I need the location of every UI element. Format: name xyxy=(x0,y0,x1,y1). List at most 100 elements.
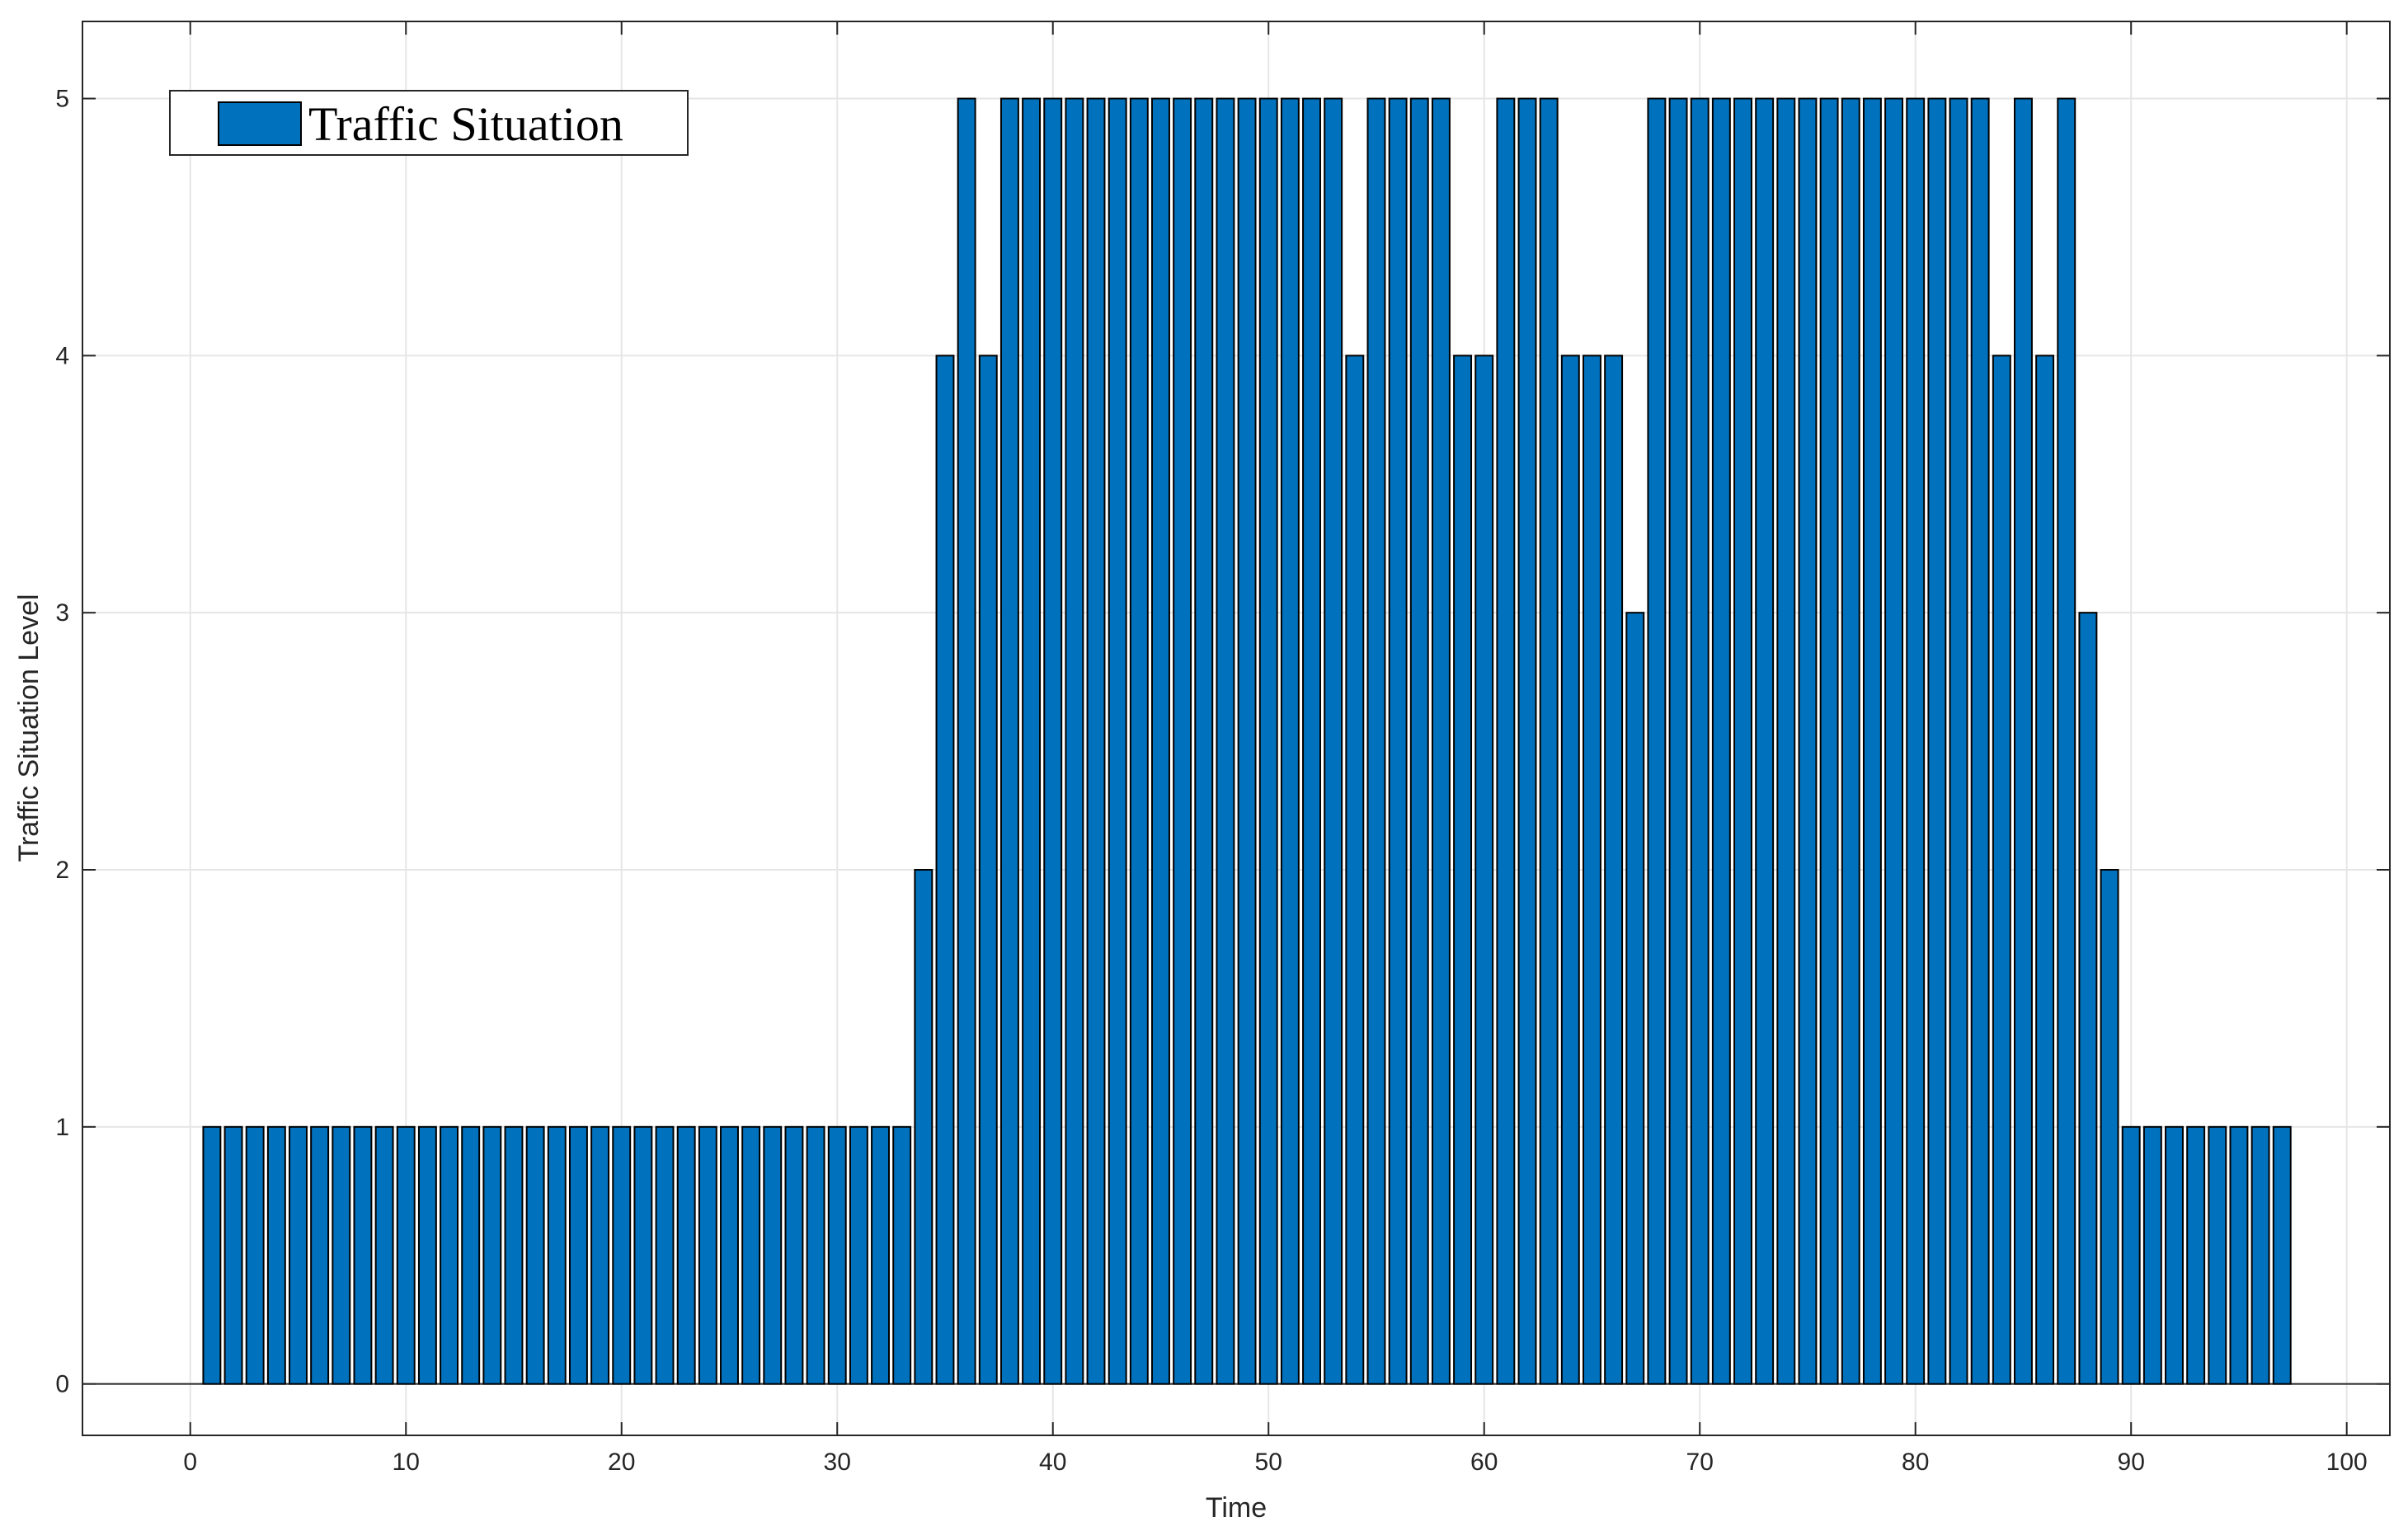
bar xyxy=(914,869,934,1385)
bar xyxy=(849,1125,868,1385)
bar xyxy=(1258,97,1278,1385)
bar xyxy=(590,1125,610,1385)
bar xyxy=(2229,1125,2249,1385)
bar xyxy=(1927,97,1947,1385)
bar xyxy=(1324,97,1343,1385)
bar xyxy=(957,97,976,1385)
bar xyxy=(266,1125,286,1385)
bar xyxy=(504,1125,524,1385)
bar xyxy=(1776,97,1796,1385)
bar xyxy=(223,1125,243,1385)
bar xyxy=(2250,1125,2270,1385)
bar xyxy=(2100,869,2119,1385)
bar xyxy=(1388,97,1408,1385)
bar xyxy=(612,1125,632,1385)
bar xyxy=(676,1125,696,1385)
x-tick-label: 60 xyxy=(1470,1449,1498,1476)
bar xyxy=(1366,97,1386,1385)
bar xyxy=(1690,97,1710,1385)
bar xyxy=(1862,97,1882,1385)
bar xyxy=(525,1125,545,1385)
bar xyxy=(1065,97,1084,1385)
y-tick-label: 1 xyxy=(55,1114,69,1141)
bar xyxy=(978,355,998,1385)
bar xyxy=(2208,1125,2227,1385)
legend-label: Traffic Situation xyxy=(308,97,623,151)
bar xyxy=(1237,97,1257,1385)
bar xyxy=(698,1125,717,1385)
y-tick-label: 0 xyxy=(55,1371,69,1398)
bar xyxy=(1086,97,1106,1385)
bar xyxy=(1604,355,1624,1385)
bar xyxy=(2165,1125,2184,1385)
bar xyxy=(1302,97,1321,1385)
bar xyxy=(784,1125,804,1385)
bar xyxy=(310,1125,330,1385)
bar xyxy=(2035,355,2055,1385)
x-tick-label: 0 xyxy=(183,1449,197,1476)
x-tick-label: 100 xyxy=(2326,1449,2368,1476)
bar xyxy=(1841,97,1860,1385)
bar xyxy=(461,1125,481,1385)
bar xyxy=(1409,97,1429,1385)
x-tick-label: 10 xyxy=(393,1449,420,1476)
x-axis-label: Time xyxy=(1206,1492,1267,1524)
y-axis-label: Traffic Situation Level xyxy=(13,594,45,862)
bar xyxy=(1733,97,1752,1385)
bar xyxy=(2121,1125,2141,1385)
x-tick-label: 50 xyxy=(1255,1449,1282,1476)
bar xyxy=(720,1125,739,1385)
bar xyxy=(1819,97,1839,1385)
bar xyxy=(1345,355,1365,1385)
legend-swatch xyxy=(218,101,302,146)
bar xyxy=(2272,1125,2292,1385)
bar xyxy=(827,1125,847,1385)
bar xyxy=(1043,97,1063,1385)
y-tick-label: 5 xyxy=(55,86,69,113)
y-tick-label: 4 xyxy=(55,342,69,369)
bar xyxy=(245,1125,265,1385)
bar xyxy=(1173,97,1192,1385)
bar xyxy=(741,1125,761,1385)
x-tick-label: 40 xyxy=(1039,1449,1066,1476)
bar xyxy=(1668,97,1688,1385)
bar xyxy=(655,1125,675,1385)
y-tick-label: 3 xyxy=(55,599,69,627)
bar xyxy=(1906,97,1926,1385)
x-tick-label: 70 xyxy=(1686,1449,1714,1476)
bar xyxy=(1583,355,1601,1385)
bar xyxy=(1129,97,1149,1385)
bar xyxy=(353,1125,373,1385)
bar xyxy=(1625,612,1645,1385)
bar xyxy=(1798,97,1818,1385)
legend: Traffic Situation xyxy=(169,90,689,156)
bar xyxy=(2013,97,2033,1385)
bar xyxy=(1216,97,1235,1385)
bar xyxy=(999,97,1019,1385)
bar xyxy=(871,1125,890,1385)
x-tick-label: 80 xyxy=(1902,1449,1929,1476)
bar xyxy=(202,1125,222,1385)
bar xyxy=(1496,97,1516,1385)
bar xyxy=(1108,97,1127,1385)
axis-ticks: 0 10 20 30 40 50 60 70 80 90 100 0 1 2 3 4 5 xyxy=(55,21,2390,1476)
bar xyxy=(1560,355,1580,1385)
bar xyxy=(1194,97,1214,1385)
bar xyxy=(1755,97,1775,1385)
bar xyxy=(935,355,955,1385)
bar xyxy=(547,1125,567,1385)
bar xyxy=(417,1125,437,1385)
bar xyxy=(396,1125,416,1385)
bar xyxy=(1431,97,1451,1385)
bar xyxy=(374,1125,394,1385)
bar xyxy=(1280,97,1300,1385)
bar xyxy=(763,1125,783,1385)
bar xyxy=(2057,97,2076,1385)
bar xyxy=(1539,97,1559,1385)
plot-frame xyxy=(82,21,2391,1436)
bar xyxy=(2186,1125,2206,1385)
bar xyxy=(440,1125,459,1385)
y-tick-label: 2 xyxy=(55,857,69,884)
bar xyxy=(1151,97,1170,1385)
